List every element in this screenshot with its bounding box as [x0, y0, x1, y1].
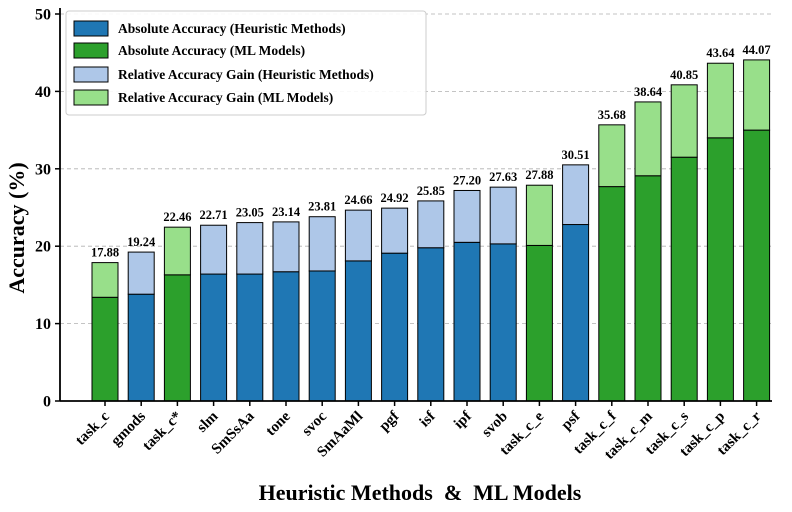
bar-absolute-task-c-e: [525, 244, 553, 402]
x-tick-label: ipf: [451, 408, 475, 432]
x-tick-label: slm: [194, 408, 222, 436]
bar-absolute-gmods: [127, 293, 155, 402]
y-tick-label: 50: [35, 7, 51, 24]
total-value-label: 27.20: [453, 173, 481, 187]
total-value-label: 19.24: [127, 235, 156, 249]
x-tick-label: svob: [479, 409, 511, 441]
bar-absolute-psf: [562, 224, 590, 402]
bar-absolute-pgf: [381, 252, 409, 402]
bar-absolute-task-c-s: [670, 156, 698, 402]
bar-absolute-task-c-f: [598, 186, 626, 402]
bar-absolute-task-c-: [163, 274, 191, 402]
bar-absolute-task-c-m: [634, 175, 662, 402]
total-value-label: 27.88: [525, 168, 553, 182]
total-value-label: 23.81: [308, 200, 336, 214]
y-tick-label: 30: [35, 161, 51, 178]
axes: [59, 8, 772, 402]
bar-gain-slm: [200, 224, 228, 275]
x-tick-label: svoc: [299, 408, 330, 439]
total-value-label: 22.71: [200, 208, 228, 222]
total-value-label: 17.88: [91, 246, 119, 260]
bar-gain-svob: [489, 186, 517, 245]
bar-absolute-task-c: [91, 296, 119, 402]
bar-gain-psf: [562, 164, 590, 226]
bar-gain-task-c-f: [598, 124, 626, 188]
y-tick-label: 0: [43, 394, 51, 411]
total-value-label: 24.66: [344, 193, 372, 207]
total-value-label: 27.63: [489, 170, 517, 184]
legend-swatch-gain-heuristic: [73, 66, 109, 83]
bar-gain-ipf: [453, 189, 481, 243]
y-tick-label: 10: [35, 316, 51, 333]
total-value-label: 38.64: [634, 85, 663, 99]
bar-gain-tone: [272, 221, 300, 273]
bar-absolute-svob: [489, 243, 517, 402]
bar-absolute-slm: [200, 273, 228, 402]
total-value-label: 24.92: [381, 191, 409, 205]
bar-absolute-ipf: [453, 241, 481, 402]
y-tick-label: 40: [35, 84, 51, 101]
bar-gain-task-c-s: [670, 84, 698, 158]
legend-label-gain-ml: Relative Accuracy Gain (ML Models): [118, 90, 333, 105]
total-value-label: 25.85: [417, 184, 445, 198]
bar-gain-smaaml: [344, 209, 372, 262]
bar-gain-task-c-m: [634, 101, 662, 177]
total-value-label: 23.14: [272, 205, 301, 219]
bar-gain-task-c-: [163, 226, 191, 276]
bar-absolute-smaaml: [344, 260, 372, 402]
total-value-label: 44.07: [743, 43, 771, 57]
total-value-label: 43.64: [706, 46, 735, 60]
x-tick-label: isf: [417, 408, 440, 431]
bar-absolute-tone: [272, 271, 300, 402]
bar-gain-smssaa: [236, 222, 264, 275]
y-ticks: 0 10 20 30 40 50: [35, 7, 60, 411]
total-value-label: 40.85: [670, 68, 698, 82]
legend-swatch-gain-ml: [73, 89, 109, 106]
x-tick-label: task_c: [73, 408, 113, 448]
bar-gain-task-c: [91, 262, 119, 298]
bar-absolute-smssaa: [236, 273, 264, 402]
x-tick-label: tone: [263, 408, 294, 439]
total-value-label: 30.51: [562, 148, 590, 162]
bar-absolute-svoc: [308, 270, 336, 402]
legend-label-absolute-heuristic: Absolute Accuracy (Heuristic Methods): [118, 21, 346, 36]
total-value-label: 22.46: [163, 210, 191, 224]
x-tick-label: pgf: [376, 408, 403, 435]
legend-swatch-absolute-ml: [73, 42, 109, 59]
bar-gain-gmods: [127, 251, 155, 295]
bar-gain-task-c-r: [743, 59, 771, 131]
legend-label-gain-heuristic: Relative Accuracy Gain (Heuristic Method…: [118, 67, 374, 82]
x-tick-label: task_c*: [140, 409, 185, 454]
legend: Absolute Accuracy (Heuristic Methods) Ab…: [65, 10, 427, 116]
bar-absolute-task-c-r: [743, 129, 771, 402]
data-labels: 17.88 19.24 22.46 22.71 23.05 23.14 23.81 24.66…: [91, 43, 771, 260]
bar-gain-isf: [417, 200, 445, 249]
bar-gain-pgf: [381, 207, 409, 254]
total-value-label: 23.05: [236, 206, 264, 220]
x-tick-label: psf: [559, 408, 585, 434]
x-axis-title: Heuristic Methods & ML Models: [259, 480, 582, 505]
y-axis-title: Accuracy (%): [4, 162, 29, 293]
bar-absolute-isf: [417, 247, 445, 402]
bar-gain-task-c-e: [525, 184, 553, 246]
legend-swatch-absolute-heuristic: [73, 20, 109, 37]
legend-frame: [65, 10, 427, 116]
bar-absolute-task-c-p: [706, 137, 734, 402]
legend-label-absolute-ml: Absolute Accuracy (ML Models): [118, 43, 305, 58]
bars: [91, 59, 771, 402]
bar-gain-svoc: [308, 216, 336, 272]
total-value-label: 35.68: [598, 108, 626, 122]
y-tick-label: 20: [35, 239, 51, 256]
bar-gain-task-c-p: [706, 62, 734, 139]
